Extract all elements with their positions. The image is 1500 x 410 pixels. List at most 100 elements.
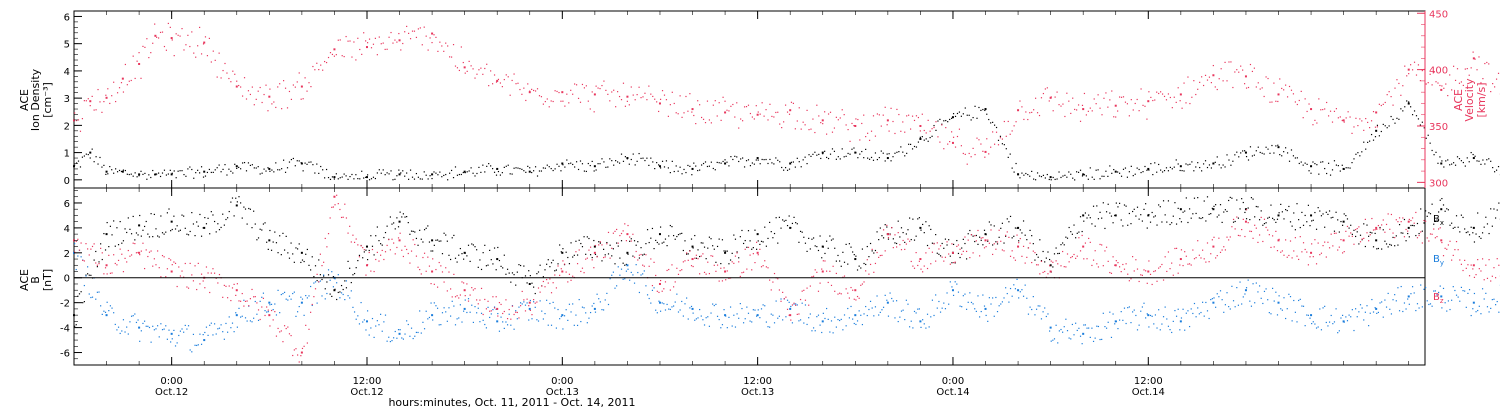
by-dot bbox=[1006, 292, 1008, 295]
bz-dot bbox=[394, 253, 396, 255]
bz-dot bbox=[173, 261, 175, 263]
top-right-point bbox=[528, 91, 531, 94]
top-left-dot bbox=[1351, 162, 1353, 164]
top-right-dot bbox=[394, 39, 396, 41]
bz-dot bbox=[75, 240, 77, 242]
bx-dot bbox=[917, 218, 919, 220]
top-right-dot bbox=[79, 130, 82, 132]
by-dot bbox=[1332, 323, 1334, 325]
by-dot bbox=[207, 334, 209, 336]
bz-dot bbox=[476, 299, 478, 301]
bz-dot bbox=[528, 305, 530, 307]
top-right-dot bbox=[292, 84, 294, 86]
bx-point bbox=[1147, 214, 1150, 217]
bx-dot bbox=[217, 223, 219, 225]
bz-dot bbox=[928, 247, 930, 249]
bx-dot bbox=[285, 235, 287, 237]
bx-dot bbox=[629, 240, 631, 242]
top-right-dot bbox=[986, 138, 988, 140]
by-dot bbox=[91, 296, 94, 298]
by-dot bbox=[168, 329, 170, 331]
bz-dot bbox=[1221, 249, 1223, 251]
top-left-dot bbox=[1011, 167, 1013, 169]
bx-dot bbox=[464, 252, 466, 254]
top-left-dot bbox=[288, 161, 291, 163]
top-right-point bbox=[1472, 57, 1475, 60]
bx-dot bbox=[192, 223, 195, 225]
top-right-dot bbox=[372, 43, 375, 45]
top-right-dot bbox=[820, 122, 822, 124]
top-right-dot bbox=[992, 131, 994, 133]
top-right-dot bbox=[1402, 85, 1404, 87]
by-dot bbox=[1172, 320, 1174, 322]
top-left-dot bbox=[1413, 110, 1416, 112]
top-right-dot bbox=[245, 98, 248, 100]
top-right-dot bbox=[318, 69, 320, 71]
bx-dot bbox=[1052, 266, 1054, 268]
bx-dot bbox=[1467, 231, 1469, 233]
by-point bbox=[1212, 301, 1215, 304]
bx-dot bbox=[186, 233, 188, 235]
top-right-dot bbox=[409, 38, 412, 40]
bx-dot bbox=[804, 242, 807, 244]
top-left-dot bbox=[986, 113, 988, 115]
bz-dot bbox=[565, 271, 567, 273]
by-dot bbox=[279, 312, 281, 314]
by-dot bbox=[850, 305, 852, 308]
bz-dot bbox=[241, 292, 243, 295]
by-dot bbox=[900, 310, 903, 312]
bx-dot bbox=[713, 248, 715, 250]
top-left-dot bbox=[892, 156, 894, 158]
bz-dot bbox=[952, 262, 955, 264]
by-dot bbox=[410, 327, 413, 329]
bx-dot bbox=[279, 235, 281, 237]
top-left-dot bbox=[484, 171, 486, 173]
by-dot bbox=[1140, 310, 1142, 312]
bx-dot bbox=[1364, 245, 1366, 248]
by-dot bbox=[482, 319, 484, 321]
top-right-dot bbox=[1406, 75, 1408, 77]
bz-dot bbox=[1493, 267, 1495, 269]
bz-dot bbox=[723, 267, 725, 269]
bz-dot bbox=[1462, 269, 1464, 272]
by-dot bbox=[682, 315, 684, 317]
bz-dot bbox=[1154, 270, 1156, 272]
by-dot bbox=[443, 307, 445, 309]
top-left-dot bbox=[1269, 152, 1271, 154]
bz-dot bbox=[1032, 250, 1034, 252]
top-left-tick-label: 5 bbox=[64, 40, 70, 51]
by-dot bbox=[586, 322, 588, 324]
top-right-dot bbox=[374, 37, 377, 39]
bz-dot bbox=[593, 267, 595, 269]
top-right-dot bbox=[779, 123, 781, 125]
top-left-dot bbox=[911, 148, 914, 150]
by-dot bbox=[204, 331, 206, 334]
bz-dot bbox=[824, 260, 826, 262]
bx-dot bbox=[196, 221, 198, 223]
top-left-dot bbox=[943, 120, 945, 122]
top-right-dot bbox=[382, 42, 384, 44]
bx-dot bbox=[296, 248, 299, 250]
bx-dot bbox=[1361, 239, 1363, 241]
top-left-dot bbox=[527, 165, 529, 167]
bx-dot bbox=[235, 197, 237, 199]
top-left-dot bbox=[1158, 163, 1160, 166]
top-right-dot bbox=[648, 85, 650, 87]
top-left-dot bbox=[1374, 136, 1377, 138]
bz-dot bbox=[767, 267, 769, 269]
bz-dot bbox=[1436, 236, 1438, 238]
bz-dot bbox=[1236, 216, 1238, 218]
bx-dot bbox=[1415, 234, 1417, 237]
top-left-dot bbox=[480, 171, 482, 173]
by-dot bbox=[108, 310, 110, 312]
top-left-dot bbox=[163, 169, 166, 171]
top-right-dot bbox=[81, 118, 84, 120]
bz-point bbox=[463, 289, 466, 292]
bz-dot bbox=[1410, 219, 1412, 222]
bx-dot bbox=[537, 271, 540, 273]
bz-dot bbox=[1197, 240, 1199, 242]
bz-dot bbox=[1472, 268, 1474, 270]
by-dot bbox=[738, 317, 740, 319]
by-dot bbox=[464, 299, 466, 301]
by-dot bbox=[601, 309, 603, 311]
